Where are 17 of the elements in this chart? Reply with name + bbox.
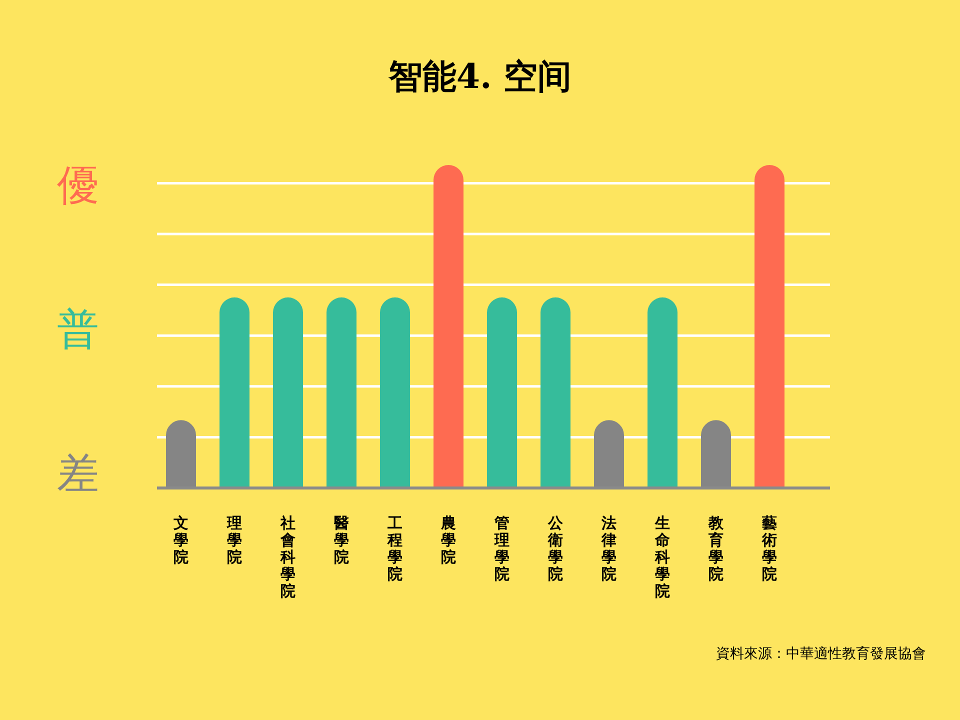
x-tick-label: 理學院 — [226, 514, 242, 566]
x-tick-label: 公衛學院 — [547, 514, 564, 583]
text: 優 — [57, 160, 99, 210]
x-tick-label: 醫學院 — [334, 514, 349, 566]
chart-title: 智能4. 空间 — [387, 57, 572, 97]
x-tick-label: 生命科學院 — [654, 514, 671, 600]
x-tick-label: 教育學院 — [708, 514, 724, 583]
x-tick-label: 工程學院 — [386, 514, 402, 583]
x-tick-label: 藝術學院 — [761, 514, 777, 583]
source-note: 資料來源：中華適性教育發展協會 — [716, 645, 926, 662]
x-tick-label: 社會科學院 — [280, 514, 296, 600]
text: 普 — [57, 304, 99, 354]
text: 差 — [57, 448, 99, 498]
x-tick-label: 文學院 — [172, 514, 188, 566]
x-tick-label: 管理學院 — [494, 514, 510, 583]
x-tick-label: 法律學院 — [600, 514, 616, 583]
x-tick-label: 農學院 — [440, 514, 456, 566]
